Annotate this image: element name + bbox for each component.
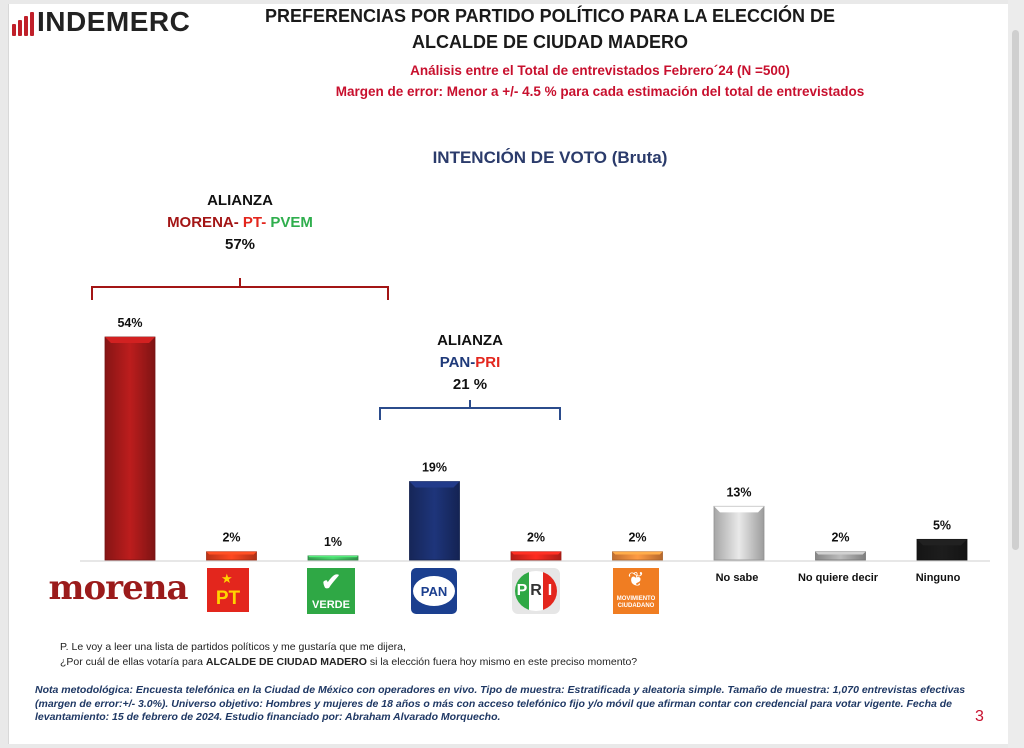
bar-bevel-4 bbox=[511, 551, 561, 555]
morena-logo: morena bbox=[49, 568, 189, 608]
alianza-2-bracket bbox=[379, 400, 561, 420]
alianza-pan-pri-group: ALIANZA PAN-PRI 21 % bbox=[400, 330, 540, 396]
alianza-1-heading: ALIANZA bbox=[207, 192, 273, 209]
alianza-1-sep1: - bbox=[233, 214, 243, 231]
mc-logo-text-2: CIUDADANO bbox=[617, 603, 655, 609]
pt-logo-text: PT bbox=[215, 588, 241, 609]
category-label-ninguno: Ninguno bbox=[915, 572, 961, 584]
bar-bevel-5 bbox=[612, 551, 663, 555]
pt-logo: ★ PT bbox=[207, 568, 249, 612]
alianza-morena-group: ALIANZA MORENA- PT- PVEM 57% bbox=[140, 190, 340, 256]
alianza-2-total: 21 % bbox=[452, 376, 488, 393]
alianza-1-total: 57% bbox=[224, 236, 256, 253]
pri-letter-i: I bbox=[543, 571, 557, 611]
data-label-1: 2% bbox=[222, 531, 240, 545]
verde-logo-text: VERDE bbox=[312, 599, 350, 611]
pri-letter-r: R bbox=[529, 571, 543, 611]
pan-ellipse-icon: PAN bbox=[413, 576, 455, 606]
alianza-2-pri: PRI bbox=[475, 354, 501, 371]
methodology-note: Nota metodológica: Encuesta telefónica e… bbox=[35, 684, 966, 723]
bar-morena bbox=[104, 336, 156, 561]
category-label-no-sabe: No sabe bbox=[715, 572, 759, 584]
bar-bevel-6 bbox=[714, 506, 764, 513]
data-label-3: 19% bbox=[422, 461, 447, 475]
vertical-scrollbar[interactable] bbox=[1008, 0, 1024, 748]
question-line2: ¿Por cuál de ellas votaría para ALCALDE … bbox=[60, 655, 637, 670]
pan-logo: PAN bbox=[411, 568, 457, 614]
logo-bars-icon bbox=[12, 12, 34, 36]
subtitle-line1: Análisis entre el Total de entrevistados… bbox=[410, 63, 790, 78]
bar-bevel-1 bbox=[206, 551, 257, 555]
verde-check-icon: ✔ bbox=[320, 569, 342, 596]
data-label-7: 2% bbox=[831, 531, 849, 545]
chart-title: INTENCIÓN DE VOTO (Bruta) bbox=[432, 148, 668, 167]
mc-logo-text-1: MOVIMIENTO bbox=[616, 596, 656, 602]
indemerc-logo: INDEMERC bbox=[12, 8, 190, 36]
data-label-0: 54% bbox=[117, 316, 142, 330]
data-label-2: 1% bbox=[324, 535, 342, 549]
survey-question: P. Le voy a leer una lista de partidos p… bbox=[60, 640, 637, 670]
alianza-1-morena: MORENA bbox=[167, 214, 234, 231]
alianza-2-members: PAN-PRI bbox=[400, 352, 540, 374]
bar-pan bbox=[409, 481, 460, 561]
bar-bevel-3 bbox=[409, 481, 460, 488]
pri-letter-p: P bbox=[515, 571, 529, 611]
main-title-line1: PREFERENCIAS POR PARTIDO POLÍTICO PARA L… bbox=[264, 6, 836, 26]
verde-logo: ✔ VERDE bbox=[307, 568, 355, 614]
question-line1: P. Le voy a leer una lista de partidos p… bbox=[60, 641, 406, 653]
data-label-5: 2% bbox=[628, 531, 646, 545]
pt-star-icon: ★ bbox=[221, 571, 233, 586]
bar-bevel-7 bbox=[815, 551, 866, 555]
bar-no-sabe bbox=[713, 505, 765, 561]
alianza-1-members: MORENA- PT- PVEM bbox=[140, 212, 340, 234]
question-line2-post: si la elección fuera hoy mismo en este p… bbox=[366, 656, 638, 668]
alianza-1-sep2: - bbox=[261, 214, 271, 231]
slide-page bbox=[8, 4, 1009, 744]
scrollbar-thumb[interactable] bbox=[1012, 30, 1019, 550]
morena-logo-text: morena bbox=[48, 568, 189, 608]
data-label-6: 13% bbox=[726, 485, 751, 499]
pri-circle-icon: P R I bbox=[515, 571, 557, 611]
alianza-2-sep1: - bbox=[470, 354, 476, 371]
category-label-no-quiere-decir: No quiere decir bbox=[797, 572, 879, 584]
page-number: 3 bbox=[975, 708, 984, 725]
main-title-line2: ALCALDE DE CIUDAD MADERO bbox=[412, 32, 688, 52]
mc-eagle-icon: ❦ bbox=[627, 569, 645, 591]
bar-bevel-8 bbox=[917, 539, 967, 546]
question-line2-pre: ¿Por cuál de ellas votaría para bbox=[60, 656, 206, 668]
alianza-1-pt: PT bbox=[242, 214, 262, 231]
data-label-4: 2% bbox=[527, 531, 545, 545]
movimiento-ciudadano-logo: ❦ MOVIMIENTO CIUDADANO bbox=[613, 568, 659, 614]
bar-bevel-0 bbox=[105, 337, 155, 343]
alianza-2-pan: PAN bbox=[439, 354, 471, 371]
data-label-8: 5% bbox=[933, 518, 951, 532]
logo-text: INDEMERC bbox=[37, 6, 191, 37]
question-line2-bold: ALCALDE DE CIUDAD MADERO bbox=[205, 656, 367, 668]
pan-logo-text: PAN bbox=[420, 583, 448, 599]
subtitle-line2: Margen de error: Menor a +/- 4.5 % para … bbox=[335, 84, 865, 99]
pri-logo: P R I bbox=[512, 568, 560, 614]
bar-bevel-2 bbox=[308, 555, 358, 558]
alianza-2-heading: ALIANZA bbox=[437, 332, 503, 349]
alianza-1-bracket bbox=[91, 278, 389, 300]
alianza-1-pvem: PVEM bbox=[270, 214, 313, 231]
